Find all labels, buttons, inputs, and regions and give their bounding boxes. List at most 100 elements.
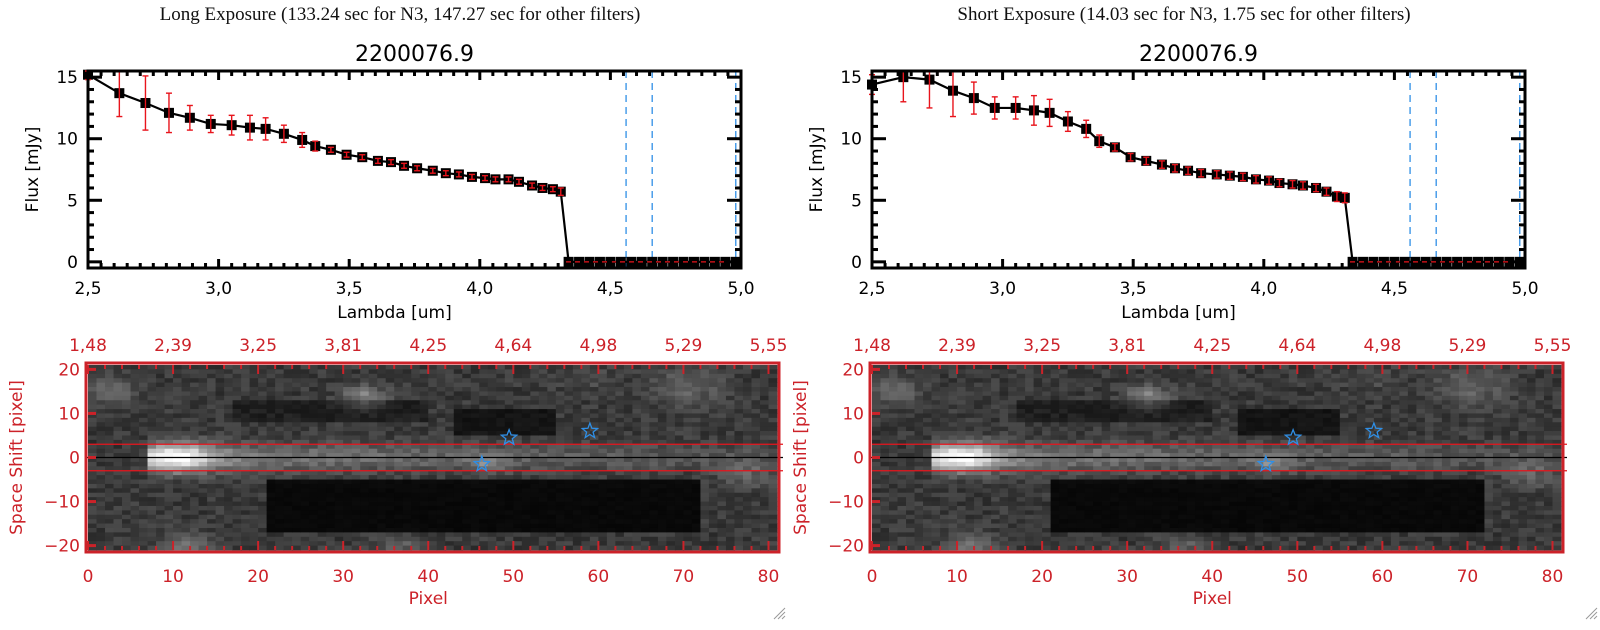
image-pixel: [249, 492, 259, 498]
image-pixel: [589, 488, 599, 494]
x-tick-label: 5,0: [727, 279, 754, 299]
image-pixel: [649, 426, 659, 432]
image-pixel: [275, 435, 285, 441]
image-pixel: [521, 461, 531, 467]
image-pixel: [683, 457, 693, 463]
image-pixel: [292, 422, 302, 428]
image-pixel: [615, 488, 625, 494]
image-pixel: [547, 505, 557, 511]
image-pixel: [530, 378, 540, 384]
image-pixel: [266, 527, 276, 533]
resize-grip-icon[interactable]: [772, 606, 786, 620]
image-pixel: [377, 532, 387, 538]
image-pixel: [521, 470, 531, 476]
image-pixel: [173, 497, 182, 502]
image-pixel: [266, 483, 276, 489]
image-pixel: [965, 492, 975, 498]
image-pixel: [589, 523, 599, 529]
image-pixel: [717, 426, 727, 432]
image-pixel: [249, 413, 259, 419]
image-pixel: [717, 369, 727, 375]
image-pixel: [606, 501, 616, 507]
image-pixel: [445, 404, 455, 410]
image-pixel: [122, 435, 131, 441]
image-pixel: [872, 439, 881, 445]
image-pixel: [700, 523, 710, 529]
image-pixel: [931, 422, 941, 428]
image-pixel: [436, 461, 446, 467]
image-pixel: [759, 378, 769, 384]
image-pixel: [923, 514, 932, 520]
image-pixel: [906, 466, 915, 472]
image-pixel: [999, 413, 1009, 419]
image-pixel: [258, 400, 268, 406]
image-pixel: [258, 422, 268, 428]
image-pixel: [897, 369, 907, 375]
image-pixel: [292, 470, 302, 476]
image-pixel: [974, 373, 983, 379]
image-pixel: [598, 409, 608, 414]
image-pixel: [394, 514, 404, 520]
flux-marker-zero: [1431, 256, 1442, 267]
image-pixel: [674, 541, 684, 546]
image-pixel: [300, 536, 310, 542]
image-pixel: [224, 435, 234, 441]
image-pixel: [198, 519, 208, 524]
image-pixel: [931, 369, 941, 375]
image-pixel: [742, 488, 752, 494]
image-pixel: [445, 466, 455, 472]
image-pixel: [1025, 365, 1035, 370]
image-pixel: [156, 497, 165, 502]
image-pixel: [292, 365, 302, 370]
image-pixel: [343, 545, 353, 551]
image-pixel: [445, 514, 455, 520]
image-pixel: [130, 519, 140, 524]
image-pixel: [734, 444, 744, 450]
image-pixel: [974, 545, 983, 551]
image-pixel: [564, 395, 574, 401]
image-pixel: [368, 417, 378, 423]
image-pixel: [181, 369, 191, 375]
image-pixel: [164, 514, 174, 520]
image-pixel: [479, 387, 489, 392]
image-pixel: [385, 373, 395, 379]
image-pixel: [530, 395, 540, 401]
image-pixel: [734, 404, 744, 410]
image-pixel: [957, 497, 966, 502]
image-pixel: [368, 483, 378, 489]
image-pixel: [249, 541, 259, 546]
image-pixel: [181, 541, 191, 546]
image-pixel: [974, 532, 983, 538]
image-pixel: [105, 479, 114, 485]
image-pixel: [530, 417, 540, 423]
image-pixel: [122, 466, 131, 472]
image-pixel: [105, 439, 114, 445]
image-pixel: [130, 501, 140, 507]
image-pixel: [615, 527, 625, 533]
image-pixel: [326, 475, 336, 480]
image-pixel: [122, 378, 131, 384]
image-pixel: [564, 527, 574, 533]
image-pixel: [334, 400, 344, 406]
image-pixel: [309, 488, 319, 494]
image-pixel: [1033, 457, 1043, 463]
image-pixel: [547, 378, 557, 384]
image-pixel: [725, 514, 735, 520]
image-pixel: [742, 395, 752, 401]
image-pixel: [394, 448, 404, 454]
image-pixel: [156, 501, 165, 507]
image-pixel: [1033, 545, 1043, 551]
image-pixel: [674, 497, 684, 502]
image-pixel: [496, 505, 506, 511]
image-pixel: [385, 448, 395, 454]
image-pixel: [598, 545, 608, 551]
image-pixel: [751, 400, 761, 406]
image-pixel: [453, 475, 463, 480]
flux-marker-zero: [1452, 256, 1463, 267]
image-pixel: [897, 365, 907, 370]
image-pixel: [657, 527, 667, 533]
image-pixel: [674, 514, 684, 520]
image-pixel: [504, 431, 514, 436]
image-pixel: [649, 479, 659, 485]
image-pixel: [88, 448, 97, 454]
